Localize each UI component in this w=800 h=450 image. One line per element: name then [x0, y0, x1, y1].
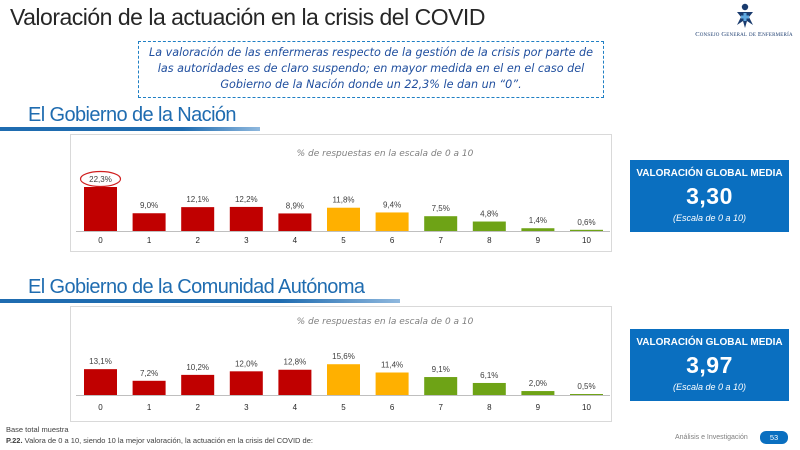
footnote-question: P.22. Valora de 0 a 10, siendo 10 la mej…	[6, 436, 313, 445]
score-label: VALORACIÓN GLOBAL MEDIA	[636, 168, 783, 179]
score-label: VALORACIÓN GLOBAL MEDIA	[636, 337, 783, 348]
chart-panel-comunidad	[70, 306, 612, 422]
score-box-comunidad: VALORACIÓN GLOBAL MEDIA 3,97 (Escala de …	[630, 329, 789, 401]
footnote-base: Base total muestra	[6, 425, 69, 434]
section-underline-nacion	[0, 127, 260, 131]
page-number-badge: 53	[760, 431, 788, 444]
section-title-comunidad: El Gobierno de la Comunidad Autónoma	[28, 276, 365, 298]
section-title-nacion: El Gobierno de la Nación	[28, 104, 237, 126]
section-underline-comunidad	[0, 299, 400, 303]
chart-panel-nacion	[70, 134, 612, 252]
logo: Consejo General de Enfermería	[690, 3, 798, 43]
score-value: 3,97	[686, 352, 733, 378]
score-scale: (Escala de 0 a 10)	[672, 213, 747, 223]
question-text: Valora de 0 a 10, siendo 10 la mejor val…	[22, 436, 313, 445]
summary-note: La valoración de las enfermeras respecto…	[138, 41, 604, 98]
score-box-nacion: VALORACIÓN GLOBAL MEDIA 3,30 (Escala de …	[630, 160, 789, 232]
footer-label: Análisis e Investigación	[675, 434, 748, 441]
page-title: Valoración de la actuación en la crisis …	[10, 4, 485, 30]
score-value: 3,30	[686, 183, 733, 209]
question-id: P.22.	[6, 436, 23, 445]
nurse-council-logo-icon	[737, 3, 753, 28]
logo-text: Consejo General de Enfermería	[695, 31, 793, 38]
score-scale: (Escala de 0 a 10)	[672, 382, 747, 392]
